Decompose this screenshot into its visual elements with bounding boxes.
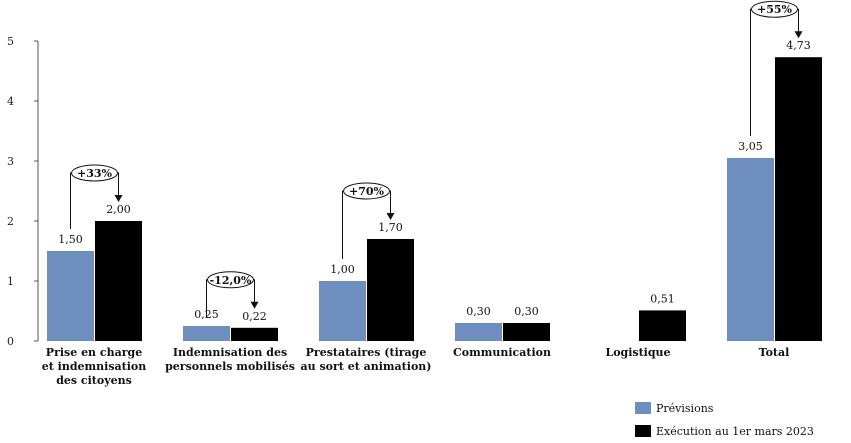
bar-previsions — [47, 251, 94, 341]
legend-swatch — [635, 425, 651, 437]
bar-execution — [639, 310, 686, 341]
bar-execution — [231, 327, 278, 341]
category-label: des citoyens — [56, 374, 132, 387]
bar-value-label: 0,51 — [650, 292, 675, 305]
bar-value-label: 0,25 — [194, 308, 219, 321]
legend-label: Exécution au 1er mars 2023 — [656, 425, 814, 438]
bar-value-label: 0,30 — [466, 305, 491, 318]
category-label: Logistique — [605, 346, 670, 359]
y-tick-label: 5 — [7, 35, 14, 48]
growth-badge — [71, 164, 118, 182]
arrow-head-icon — [250, 301, 259, 309]
y-tick-label: 4 — [7, 95, 14, 108]
growth-percent-label: -12,0% — [210, 274, 252, 287]
bar-previsions — [319, 281, 366, 341]
growth-percent-label: +70% — [349, 185, 385, 198]
y-tick-label: 3 — [7, 155, 14, 168]
y-tick-label: 0 — [7, 335, 14, 348]
growth-annotation: +55% — [750, 0, 803, 136]
bar-previsions — [183, 326, 230, 341]
bar-value-label: 1,50 — [58, 233, 83, 246]
bar-execution — [503, 323, 550, 341]
bar-value-label: 0,30 — [514, 305, 539, 318]
growth-badge — [751, 0, 798, 18]
bar-previsions — [727, 158, 774, 341]
arrow-head-icon — [114, 195, 123, 202]
growth-percent-label: +33% — [77, 167, 113, 180]
bar-value-label: 4,73 — [786, 39, 811, 52]
growth-badge — [207, 271, 254, 289]
growth-annotation: +70% — [342, 182, 395, 259]
bar-value-label: 3,05 — [738, 140, 763, 153]
category-label: personnels mobilisés — [165, 360, 295, 373]
category-label: Prestataires (tirage — [306, 346, 427, 359]
bar-value-label: 0,22 — [242, 310, 267, 323]
legend-label: Prévisions — [656, 402, 714, 415]
legend-swatch — [635, 402, 651, 414]
category-label: au sort et animation) — [301, 360, 432, 373]
arrow-head-icon — [794, 31, 803, 39]
growth-percent-label: +55% — [757, 3, 793, 16]
category-label: et indemnisation — [42, 360, 147, 373]
y-tick-label: 1 — [7, 275, 14, 288]
growth-annotation: -12,0% — [206, 271, 259, 318]
bar-value-label: 1,70 — [378, 221, 403, 234]
bar-execution — [367, 239, 414, 341]
arrow-head-icon — [386, 213, 395, 220]
y-tick-label: 2 — [7, 215, 14, 228]
growth-badge — [343, 182, 390, 200]
category-label: Communication — [453, 346, 551, 359]
bar-value-label: 1,00 — [330, 263, 355, 276]
bar-execution — [775, 57, 822, 341]
bar-previsions — [455, 323, 502, 341]
category-label: Total — [759, 346, 790, 359]
growth-annotation: +33% — [70, 164, 123, 229]
category-label: Indemnisation des — [173, 346, 287, 359]
category-label: Prise en charge — [46, 346, 142, 359]
bar-execution — [95, 221, 142, 341]
bar-value-label: 2,00 — [106, 203, 131, 216]
